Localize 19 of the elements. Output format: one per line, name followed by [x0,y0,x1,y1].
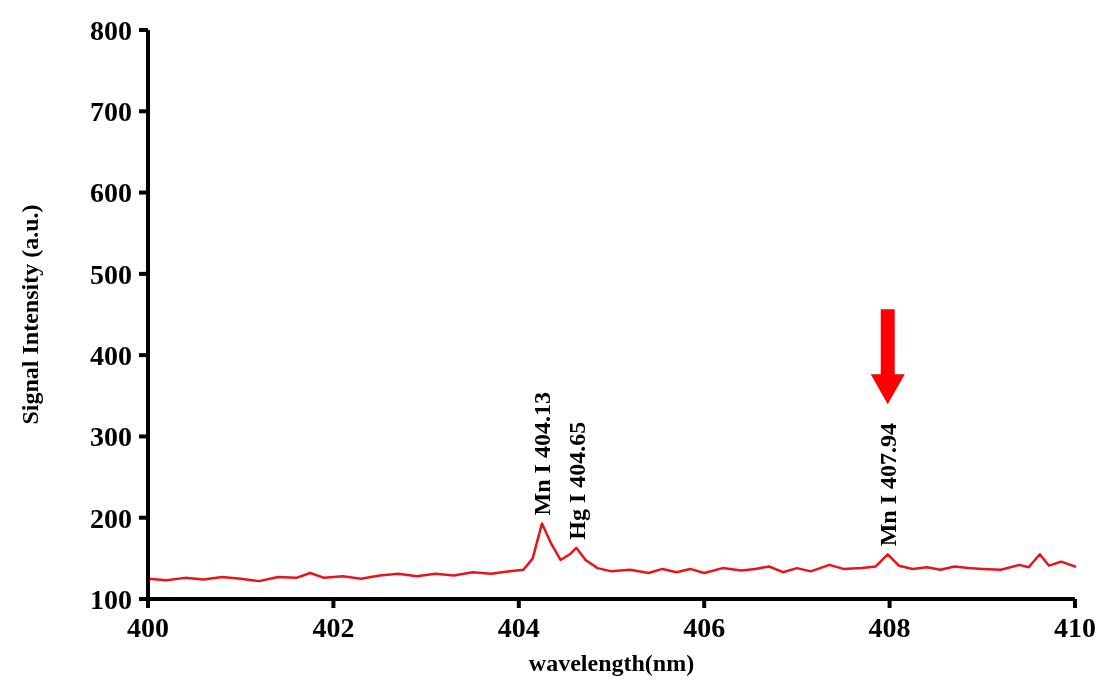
x-tick-label: 408 [868,612,911,643]
y-axis-title: Signal Intensity (a.u.) [17,204,44,425]
annotation: Mn I 404.13 [529,392,556,516]
x-axis-title: wavelength(nm) [528,650,695,676]
y-tick-label: 500 [90,258,132,290]
x-tick-label: 402 [312,612,355,643]
y-tick-label: 800 [90,14,132,46]
annotation: Mn I 407.94 [875,422,902,547]
y-tick-label: 700 [90,96,132,128]
x-tick-label: 400 [127,612,169,643]
y-tick-label: 300 [90,421,132,453]
y-tick-label: 600 [90,177,132,209]
x-tick-label: 410 [1054,612,1096,643]
y-tick-label: 100 [90,583,132,615]
y-tick-label: 400 [90,339,132,371]
x-tick-label: 406 [683,612,726,643]
annotation: Hg I 404.65 [563,421,590,540]
y-tick-label: 200 [90,502,132,534]
x-tick-label: 404 [497,612,540,643]
